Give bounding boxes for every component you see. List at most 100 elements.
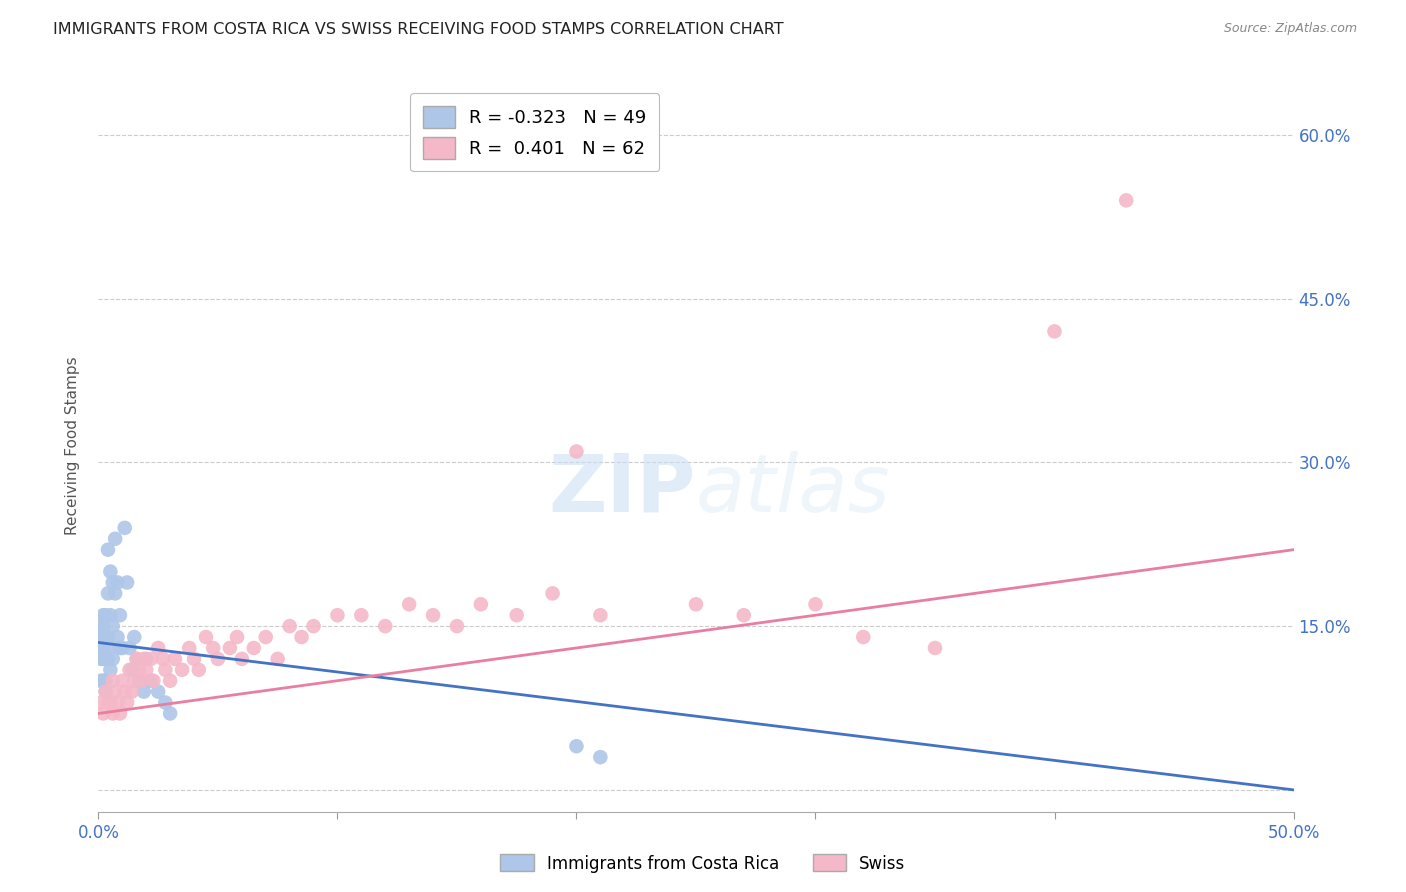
Point <box>91 630 114 644</box>
Text: IMMIGRANTS FROM COSTA RICA VS SWISS RECEIVING FOOD STAMPS CORRELATION CHART: IMMIGRANTS FROM COSTA RICA VS SWISS RECE… <box>53 22 785 37</box>
Point <box>148 684 170 698</box>
Point <box>243 640 266 655</box>
Point <box>125 652 148 666</box>
Point <box>565 739 588 754</box>
Point <box>115 575 138 590</box>
Point <box>94 652 117 666</box>
Legend: R = -0.323   N = 49, R =  0.401   N = 62: R = -0.323 N = 49, R = 0.401 N = 62 <box>411 93 659 171</box>
Y-axis label: Receiving Food Stamps: Receiving Food Stamps <box>65 357 80 535</box>
Point <box>97 630 120 644</box>
Point <box>139 652 162 666</box>
Point <box>91 652 114 666</box>
Point <box>155 663 177 677</box>
Point <box>107 696 129 710</box>
Point <box>114 684 136 698</box>
Point <box>148 640 170 655</box>
Point <box>91 673 114 688</box>
Point <box>90 640 112 655</box>
Point <box>121 684 143 698</box>
Point <box>187 663 209 677</box>
Point <box>733 608 755 623</box>
Text: Source: ZipAtlas.com: Source: ZipAtlas.com <box>1223 22 1357 36</box>
Point <box>94 684 117 698</box>
Point <box>124 673 146 688</box>
Text: atlas: atlas <box>696 450 891 529</box>
Point <box>107 575 129 590</box>
Point <box>108 608 131 623</box>
Point <box>91 608 114 623</box>
Point <box>302 619 325 633</box>
Point <box>142 673 165 688</box>
Point <box>506 608 529 623</box>
Point <box>91 706 114 721</box>
Point <box>422 608 444 623</box>
Point <box>163 652 186 666</box>
Point <box>470 597 492 611</box>
Point <box>226 630 249 644</box>
Point <box>98 663 122 677</box>
Point <box>291 630 314 644</box>
Point <box>118 640 141 655</box>
Point <box>231 652 253 666</box>
Point <box>254 630 277 644</box>
Point <box>219 640 242 655</box>
Point <box>541 586 564 600</box>
Point <box>565 444 588 458</box>
Point <box>94 630 117 644</box>
Point <box>131 673 153 688</box>
Point <box>1115 194 1137 208</box>
Point <box>924 640 946 655</box>
Point <box>195 630 218 644</box>
Point <box>278 619 301 633</box>
Point <box>183 652 205 666</box>
Point <box>374 619 396 633</box>
Point <box>94 673 117 688</box>
Point <box>132 684 155 698</box>
Point <box>159 673 181 688</box>
Point <box>90 673 112 688</box>
Point <box>118 663 141 677</box>
Point <box>128 673 150 688</box>
Point <box>172 663 194 677</box>
Point <box>589 608 612 623</box>
Point <box>446 619 468 633</box>
Point <box>90 630 112 644</box>
Point <box>104 532 127 546</box>
Point <box>125 652 148 666</box>
Point <box>152 652 174 666</box>
Legend: Immigrants from Costa Rica, Swiss: Immigrants from Costa Rica, Swiss <box>494 847 912 880</box>
Point <box>135 663 157 677</box>
Point <box>98 608 122 623</box>
Point <box>111 640 134 655</box>
Point <box>97 586 120 600</box>
Point <box>97 696 120 710</box>
Point <box>90 696 112 710</box>
Point <box>267 652 290 666</box>
Point <box>111 673 134 688</box>
Point <box>589 750 612 764</box>
Point <box>207 652 229 666</box>
Point <box>202 640 225 655</box>
Point <box>90 652 112 666</box>
Point <box>159 706 181 721</box>
Point <box>94 684 117 698</box>
Point <box>398 597 420 611</box>
Point <box>104 684 127 698</box>
Point <box>115 696 138 710</box>
Point <box>139 673 162 688</box>
Point <box>101 652 124 666</box>
Point <box>94 608 117 623</box>
Point <box>108 706 131 721</box>
Point <box>98 565 122 579</box>
Point <box>804 597 827 611</box>
Point <box>104 586 127 600</box>
Point <box>326 608 349 623</box>
Point <box>97 652 120 666</box>
Point <box>98 640 122 655</box>
Point <box>1043 324 1066 338</box>
Point <box>108 640 131 655</box>
Point <box>852 630 875 644</box>
Point <box>101 619 124 633</box>
Point <box>101 575 124 590</box>
Point <box>124 630 146 644</box>
